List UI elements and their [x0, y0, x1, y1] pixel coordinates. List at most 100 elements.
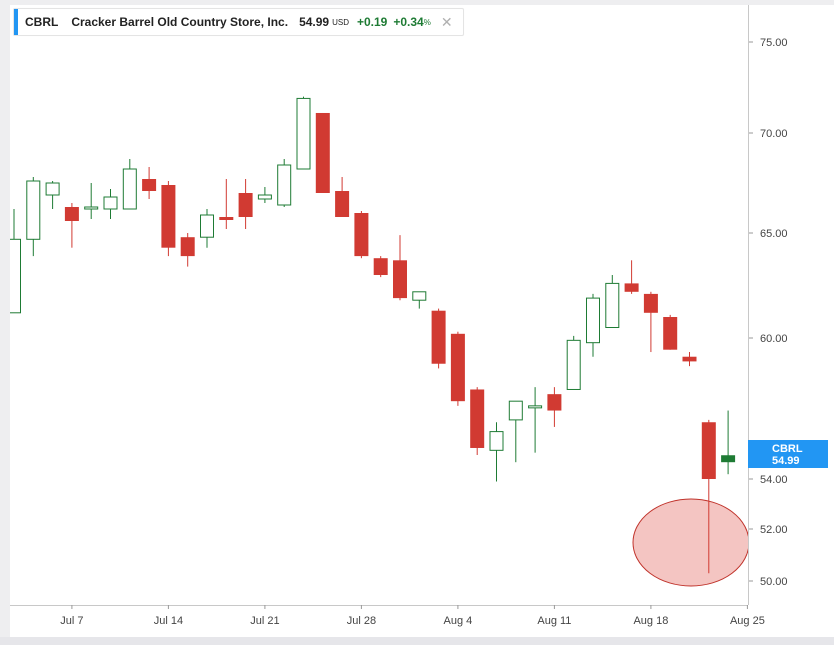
candle: [547, 387, 562, 427]
candle-body: [605, 282, 620, 328]
candle: [257, 187, 272, 203]
candle: [605, 275, 620, 328]
candle: [489, 422, 504, 482]
highlight-ellipse: [632, 498, 748, 587]
candle-body: [508, 400, 523, 421]
candle: [682, 352, 697, 367]
legend-change-percent: +0.34: [393, 15, 424, 29]
candle: [470, 387, 485, 455]
legend-close-icon[interactable]: ✕: [440, 13, 453, 30]
candle-body: [26, 180, 41, 240]
x-tick-label: Aug 11: [537, 615, 571, 627]
candle-body: [412, 291, 427, 301]
candle: [26, 177, 41, 257]
candle-body: [200, 214, 214, 238]
last-price-tag: CBRL 54.99: [748, 440, 828, 468]
x-tick-label: Aug 18: [633, 615, 668, 627]
candle-body: [682, 356, 697, 362]
candle-body: [335, 191, 350, 217]
y-tick-label: 60.00: [760, 333, 788, 345]
candle: [64, 203, 79, 248]
x-tick-label: Jul 21: [250, 615, 279, 627]
x-tick-label: Jul 7: [60, 615, 83, 627]
candle: [393, 235, 407, 301]
candle-body: [354, 213, 369, 257]
y-tick-label: 65.00: [760, 228, 788, 240]
y-tick-label: 70.00: [760, 128, 788, 140]
candle: [238, 179, 253, 229]
legend-symbol: CBRL: [25, 15, 59, 29]
candle-body: [180, 237, 195, 257]
candle-body: [431, 310, 446, 364]
candle-body: [238, 193, 253, 217]
candle: [161, 181, 176, 257]
candle-body: [315, 112, 330, 193]
candle-body: [373, 258, 388, 275]
candle-body: [45, 182, 60, 196]
candle-body: [663, 317, 678, 350]
candle: [624, 260, 639, 294]
candle-body: [84, 206, 99, 210]
candle-body: [528, 405, 543, 409]
candle: [335, 177, 350, 217]
candle-body: [489, 431, 504, 451]
y-tick-label: 52.00: [760, 524, 788, 536]
candle: [412, 291, 427, 309]
candle: [643, 291, 658, 353]
candle-body: [547, 394, 562, 411]
y-tick-label: 54.00: [760, 474, 788, 486]
candle: [701, 419, 716, 574]
candle: [103, 189, 118, 219]
candle: [219, 179, 234, 229]
candle: [122, 159, 137, 210]
candle-body: [624, 283, 639, 292]
candle-body: [586, 297, 600, 344]
legend-currency: USD: [332, 17, 349, 27]
candle-body: [701, 422, 716, 479]
candle: [200, 209, 214, 248]
candle: [373, 256, 388, 278]
candle-body: [470, 389, 485, 448]
candle: [180, 233, 195, 267]
x-tick-label: Aug 4: [444, 615, 473, 627]
candle: [721, 410, 736, 475]
candle-body: [566, 339, 581, 390]
candle: [431, 308, 446, 369]
y-tick-label: 75.00: [760, 37, 788, 49]
candle-body: [64, 207, 79, 221]
candle-body: [257, 194, 272, 200]
candle-body: [277, 164, 292, 206]
candle: [528, 387, 543, 453]
legend-price: 54.99: [299, 15, 330, 29]
candle-body: [103, 196, 118, 210]
candle: [354, 211, 369, 259]
candle-body: [161, 185, 176, 248]
candle: [10, 209, 21, 314]
candle: [663, 314, 678, 350]
candles-group: [10, 96, 748, 587]
candle: [277, 159, 292, 207]
candle-body: [721, 455, 736, 463]
candle: [45, 181, 60, 209]
bottom-strip: [0, 637, 834, 645]
x-tick-label: Jul 14: [154, 615, 183, 627]
price-axis[interactable]: [748, 5, 834, 605]
candle: [508, 400, 523, 463]
candle: [566, 335, 581, 390]
time-axis[interactable]: [10, 605, 834, 637]
candle-body: [296, 97, 311, 170]
candle-body: [122, 168, 137, 210]
symbol-legend: CBRL Cracker Barrel Old Country Store, I…: [13, 8, 464, 36]
chart-plot-area[interactable]: [10, 5, 748, 605]
candle-body: [643, 293, 658, 313]
legend-company-name: Cracker Barrel Old Country Store, Inc.: [71, 15, 289, 29]
candle: [315, 112, 330, 193]
candle: [84, 183, 99, 219]
candle: [296, 96, 311, 170]
candle-body: [450, 333, 465, 402]
candle-body: [219, 217, 234, 220]
candle-body: [10, 238, 21, 314]
y-tick-label: 50.00: [760, 576, 788, 588]
legend-accent-bar: [14, 9, 18, 35]
